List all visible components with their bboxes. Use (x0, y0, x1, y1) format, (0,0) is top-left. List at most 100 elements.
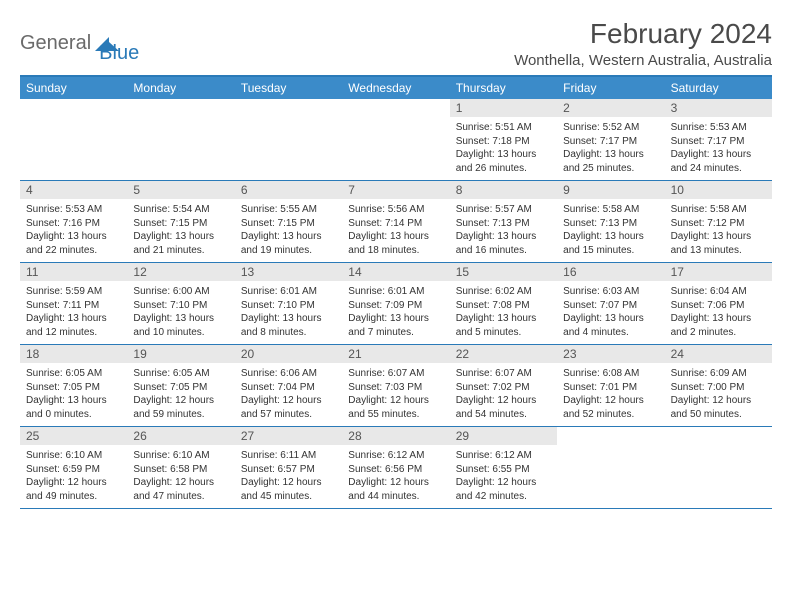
daylight-text: Daylight: 13 hours and 25 minutes. (563, 148, 658, 175)
day-number: 22 (450, 345, 557, 364)
day-details: Sunrise: 5:58 AMSunset: 7:13 PMDaylight:… (557, 200, 664, 261)
daylight-text: Daylight: 13 hours and 10 minutes. (133, 312, 228, 339)
calendar-cell: 5Sunrise: 5:54 AMSunset: 7:15 PMDaylight… (127, 181, 234, 263)
calendar-cell: 26Sunrise: 6:10 AMSunset: 6:58 PMDayligh… (127, 427, 234, 509)
sunset-text: Sunset: 7:15 PM (241, 217, 336, 231)
day-details: Sunrise: 6:03 AMSunset: 7:07 PMDaylight:… (557, 282, 664, 343)
sunrise-text: Sunrise: 6:05 AM (26, 367, 121, 381)
daylight-text: Daylight: 12 hours and 55 minutes. (348, 394, 443, 421)
calendar-cell: 10Sunrise: 5:58 AMSunset: 7:12 PMDayligh… (665, 181, 772, 263)
calendar-week: 25Sunrise: 6:10 AMSunset: 6:59 PMDayligh… (20, 427, 772, 509)
calendar-cell: 3Sunrise: 5:53 AMSunset: 7:17 PMDaylight… (665, 99, 772, 181)
sunset-text: Sunset: 7:05 PM (133, 381, 228, 395)
sunset-text: Sunset: 7:14 PM (348, 217, 443, 231)
daylight-text: Daylight: 12 hours and 59 minutes. (133, 394, 228, 421)
sunset-text: Sunset: 7:12 PM (671, 217, 766, 231)
day-number: 16 (557, 263, 664, 282)
sunrise-text: Sunrise: 6:07 AM (348, 367, 443, 381)
day-number: 28 (342, 427, 449, 446)
sunrise-text: Sunrise: 6:00 AM (133, 285, 228, 299)
calendar-body: 1Sunrise: 5:51 AMSunset: 7:18 PMDaylight… (20, 99, 772, 509)
calendar-cell (557, 427, 664, 509)
daylight-text: Daylight: 13 hours and 13 minutes. (671, 230, 766, 257)
day-number: 1 (450, 99, 557, 118)
day-number: 29 (450, 427, 557, 446)
calendar-cell: 23Sunrise: 6:08 AMSunset: 7:01 PMDayligh… (557, 345, 664, 427)
calendar-cell: 19Sunrise: 6:05 AMSunset: 7:05 PMDayligh… (127, 345, 234, 427)
sunrise-text: Sunrise: 6:03 AM (563, 285, 658, 299)
day-label-tue: Tuesday (235, 77, 342, 99)
daylight-text: Daylight: 13 hours and 0 minutes. (26, 394, 121, 421)
day-number: 25 (20, 427, 127, 446)
calendar-cell: 28Sunrise: 6:12 AMSunset: 6:56 PMDayligh… (342, 427, 449, 509)
daylight-text: Daylight: 13 hours and 18 minutes. (348, 230, 443, 257)
calendar-cell: 11Sunrise: 5:59 AMSunset: 7:11 PMDayligh… (20, 263, 127, 345)
calendar-week: 18Sunrise: 6:05 AMSunset: 7:05 PMDayligh… (20, 345, 772, 427)
day-number: 2 (557, 99, 664, 118)
day-details: Sunrise: 6:05 AMSunset: 7:05 PMDaylight:… (20, 364, 127, 425)
logo-text-blue: Blue (99, 42, 139, 65)
day-details: Sunrise: 5:52 AMSunset: 7:17 PMDaylight:… (557, 118, 664, 179)
daylight-text: Daylight: 13 hours and 15 minutes. (563, 230, 658, 257)
day-details: Sunrise: 6:11 AMSunset: 6:57 PMDaylight:… (235, 446, 342, 507)
day-number: 12 (127, 263, 234, 282)
daylight-text: Daylight: 13 hours and 8 minutes. (241, 312, 336, 339)
sunrise-text: Sunrise: 6:07 AM (456, 367, 551, 381)
day-label-sat: Saturday (665, 77, 772, 99)
calendar-cell (235, 99, 342, 181)
sunset-text: Sunset: 7:13 PM (563, 217, 658, 231)
sunset-text: Sunset: 6:58 PM (133, 463, 228, 477)
daylight-text: Daylight: 13 hours and 5 minutes. (456, 312, 551, 339)
daylight-text: Daylight: 13 hours and 7 minutes. (348, 312, 443, 339)
sunset-text: Sunset: 7:04 PM (241, 381, 336, 395)
sunset-text: Sunset: 7:13 PM (456, 217, 551, 231)
calendar-cell: 8Sunrise: 5:57 AMSunset: 7:13 PMDaylight… (450, 181, 557, 263)
day-number: 14 (342, 263, 449, 282)
sunset-text: Sunset: 7:17 PM (671, 135, 766, 149)
daylight-text: Daylight: 12 hours and 57 minutes. (241, 394, 336, 421)
sunset-text: Sunset: 7:16 PM (26, 217, 121, 231)
sunrise-text: Sunrise: 6:08 AM (563, 367, 658, 381)
sunset-text: Sunset: 6:57 PM (241, 463, 336, 477)
daylight-text: Daylight: 12 hours and 44 minutes. (348, 476, 443, 503)
day-label-fri: Friday (557, 77, 664, 99)
day-number: 27 (235, 427, 342, 446)
sunrise-text: Sunrise: 5:55 AM (241, 203, 336, 217)
day-details: Sunrise: 6:07 AMSunset: 7:03 PMDaylight:… (342, 364, 449, 425)
calendar-cell: 9Sunrise: 5:58 AMSunset: 7:13 PMDaylight… (557, 181, 664, 263)
day-details: Sunrise: 6:07 AMSunset: 7:02 PMDaylight:… (450, 364, 557, 425)
sunset-text: Sunset: 7:11 PM (26, 299, 121, 313)
sunrise-text: Sunrise: 5:58 AM (563, 203, 658, 217)
sunset-text: Sunset: 7:10 PM (133, 299, 228, 313)
day-number: 13 (235, 263, 342, 282)
day-details: Sunrise: 5:56 AMSunset: 7:14 PMDaylight:… (342, 200, 449, 261)
day-details: Sunrise: 6:01 AMSunset: 7:09 PMDaylight:… (342, 282, 449, 343)
calendar-cell: 1Sunrise: 5:51 AMSunset: 7:18 PMDaylight… (450, 99, 557, 181)
location: Wonthella, Western Australia, Australia (514, 52, 772, 69)
calendar-cell: 17Sunrise: 6:04 AMSunset: 7:06 PMDayligh… (665, 263, 772, 345)
day-details: Sunrise: 6:00 AMSunset: 7:10 PMDaylight:… (127, 282, 234, 343)
day-number: 17 (665, 263, 772, 282)
sunset-text: Sunset: 7:09 PM (348, 299, 443, 313)
day-details: Sunrise: 6:06 AMSunset: 7:04 PMDaylight:… (235, 364, 342, 425)
daylight-text: Daylight: 12 hours and 45 minutes. (241, 476, 336, 503)
sunrise-text: Sunrise: 5:52 AM (563, 121, 658, 135)
day-number: 20 (235, 345, 342, 364)
sunrise-text: Sunrise: 5:58 AM (671, 203, 766, 217)
day-number: 24 (665, 345, 772, 364)
day-details: Sunrise: 6:05 AMSunset: 7:05 PMDaylight:… (127, 364, 234, 425)
sunrise-text: Sunrise: 6:01 AM (348, 285, 443, 299)
sunset-text: Sunset: 7:06 PM (671, 299, 766, 313)
sunrise-text: Sunrise: 6:09 AM (671, 367, 766, 381)
daylight-text: Daylight: 13 hours and 16 minutes. (456, 230, 551, 257)
day-details: Sunrise: 6:02 AMSunset: 7:08 PMDaylight:… (450, 282, 557, 343)
day-details: Sunrise: 6:10 AMSunset: 6:58 PMDaylight:… (127, 446, 234, 507)
sunrise-text: Sunrise: 6:02 AM (456, 285, 551, 299)
sunset-text: Sunset: 7:03 PM (348, 381, 443, 395)
sunrise-text: Sunrise: 6:06 AM (241, 367, 336, 381)
calendar-cell: 24Sunrise: 6:09 AMSunset: 7:00 PMDayligh… (665, 345, 772, 427)
calendar-cell: 25Sunrise: 6:10 AMSunset: 6:59 PMDayligh… (20, 427, 127, 509)
daylight-text: Daylight: 12 hours and 42 minutes. (456, 476, 551, 503)
daylight-text: Daylight: 12 hours and 49 minutes. (26, 476, 121, 503)
day-number: 21 (342, 345, 449, 364)
